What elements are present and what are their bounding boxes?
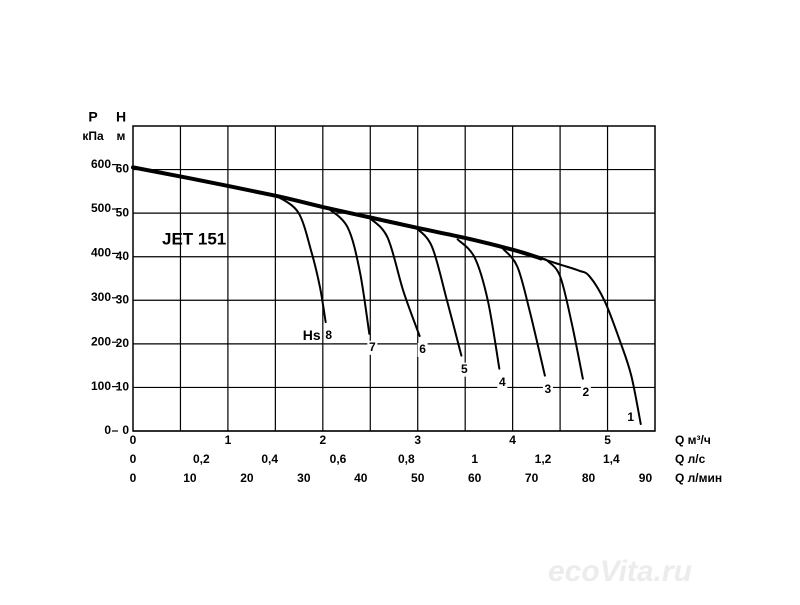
x-tick-label: 1 — [471, 452, 478, 466]
x-tick-label: 70 — [525, 471, 539, 485]
y2-tick-label: 500 — [91, 201, 111, 215]
y2-tick-label: 600 — [91, 157, 111, 171]
curve-label: 5 — [461, 362, 468, 376]
curve-label-bg — [625, 411, 636, 426]
x-tick-label: 20 — [240, 471, 254, 485]
x-tick-label: 1,2 — [535, 452, 552, 466]
y-tick-label: 40 — [116, 249, 130, 263]
x-tick-label: 1,4 — [603, 452, 620, 466]
y2-tick-label: 0 — [104, 423, 111, 437]
curve-label-bg — [417, 343, 428, 358]
chart-title: JET 151 — [162, 229, 226, 248]
curve-label: 4 — [499, 375, 506, 389]
curve — [456, 238, 501, 370]
x-tick-label: 4 — [509, 433, 516, 447]
y2-tick-label: 100 — [91, 379, 111, 393]
curve-label: 3 — [545, 382, 552, 396]
y-tick-label: 10 — [116, 380, 130, 394]
y-axis-unit: м — [117, 129, 126, 143]
curve-label-bg — [323, 329, 334, 344]
y2-axis-title: P — [88, 109, 97, 125]
curve-label: 7 — [369, 340, 376, 354]
x-axis-title: Q м³/ч — [675, 433, 711, 447]
x-tick-label: 2 — [319, 433, 326, 447]
curve-label: 8 — [325, 328, 332, 342]
curve-label: 6 — [419, 342, 426, 356]
x-axis-title: Q л/с — [675, 452, 706, 466]
curve-label: 2 — [583, 385, 590, 399]
curve — [367, 216, 421, 338]
y2-axis-unit: кПа — [82, 129, 104, 143]
y2-tick-label: 300 — [91, 290, 111, 304]
y-tick-label: 60 — [116, 162, 130, 176]
x-tick-label: 0,4 — [261, 452, 278, 466]
y-tick-label: 20 — [116, 336, 130, 350]
x-axis-title: Q л/мин — [675, 471, 722, 485]
watermark: ecoVita.ru — [548, 555, 692, 588]
y-tick-label: 50 — [116, 205, 130, 219]
curve-label-bg — [542, 382, 553, 397]
curve — [502, 247, 546, 377]
x-tick-label: 80 — [582, 471, 596, 485]
x-tick-label: 3 — [414, 433, 421, 447]
x-tick-label: 50 — [411, 471, 425, 485]
curve — [540, 257, 584, 380]
y2-tick-label: 200 — [91, 334, 111, 348]
annotation: Hs — [303, 327, 321, 343]
curve-label-bg — [497, 375, 508, 390]
x-tick-label: 0,6 — [330, 452, 347, 466]
y2-tick-label: 400 — [91, 246, 111, 260]
curve — [274, 194, 327, 324]
x-tick-label: 60 — [468, 471, 482, 485]
x-tick-label: 90 — [639, 471, 653, 485]
curve-label: 1 — [627, 410, 634, 424]
curve — [414, 226, 463, 357]
plot-frame — [132, 125, 656, 432]
x-tick-label: 40 — [354, 471, 368, 485]
curve-label-bg — [367, 340, 378, 355]
y-axis-title: H — [116, 109, 126, 125]
x-tick-label: 1 — [225, 433, 232, 447]
x-tick-label: 10 — [183, 471, 197, 485]
x-tick-label: 30 — [297, 471, 311, 485]
x-tick-label: 0 — [130, 433, 137, 447]
x-tick-label: 0,2 — [193, 452, 210, 466]
curve-label-bg — [459, 362, 470, 377]
x-tick-label: 0 — [130, 471, 137, 485]
x-tick-label: 0,8 — [398, 452, 415, 466]
x-tick-label: 0 — [130, 452, 137, 466]
y-tick-label: 30 — [116, 292, 130, 306]
curve-label-bg — [580, 385, 591, 400]
x-tick-label: 5 — [604, 433, 611, 447]
y-tick-label: 0 — [122, 423, 129, 437]
curve — [326, 206, 371, 335]
